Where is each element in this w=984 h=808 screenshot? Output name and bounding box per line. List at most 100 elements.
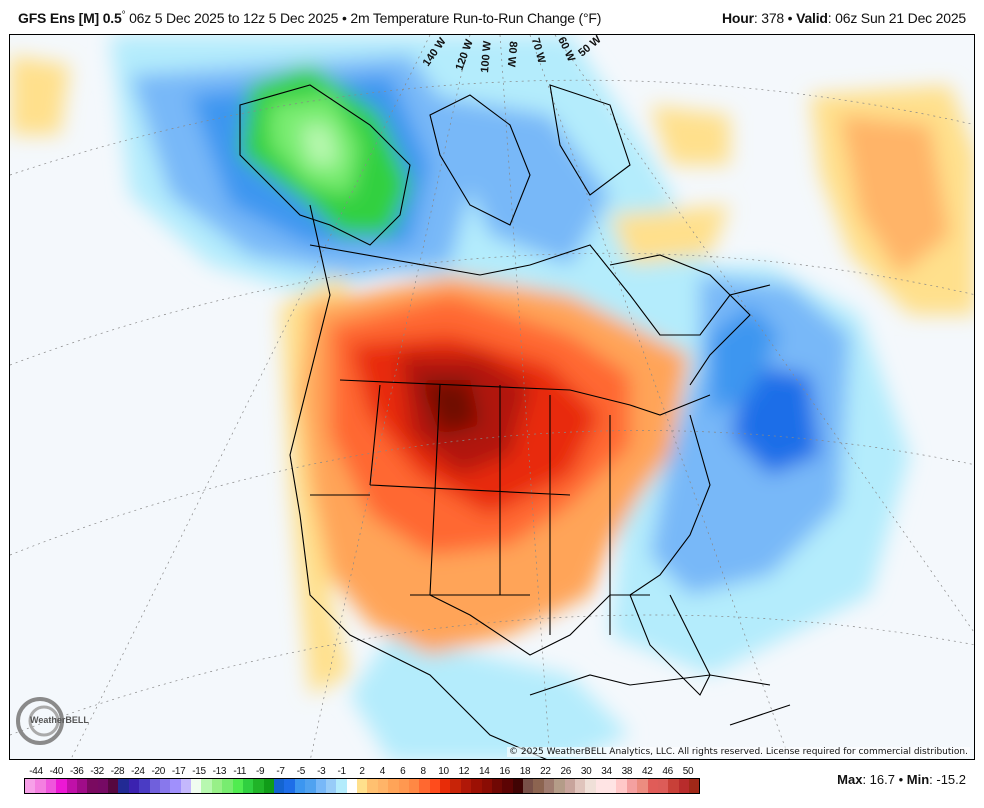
legend-swatch: [398, 779, 409, 793]
legend-swatch: [56, 779, 67, 793]
legend-label: -40: [49, 766, 64, 777]
legend-label: -5: [296, 766, 306, 777]
legend-swatch: [606, 779, 617, 793]
legend-label: 14: [478, 766, 490, 777]
legend-swatch: [305, 779, 316, 793]
color-legend: -44 -40 -36 -32 -28 -24 -20 -17 -15 -13 -11 -9 -7 -5-…: [24, 766, 700, 794]
legend-swatch: [201, 779, 212, 793]
legend-swatch: [554, 779, 565, 793]
legend-swatch: [585, 779, 596, 793]
legend-swatch: [294, 779, 306, 793]
legend-swatch: [222, 779, 233, 793]
legend-swatch: [668, 779, 679, 793]
legend-swatch: [543, 779, 555, 793]
legend-swatch: [408, 779, 420, 793]
legend-labels: -44 -40 -36 -32 -28 -24 -20 -17 -15 -13 -11 -9 -7 -5-…: [24, 766, 700, 778]
legend-label: 10: [438, 766, 449, 777]
legend-swatch: [180, 779, 191, 793]
legend-swatch: [346, 779, 357, 793]
legend-swatch: [450, 779, 461, 793]
legend-label: -11: [233, 766, 247, 777]
legend-label: 34: [601, 766, 612, 777]
legend-swatch: [626, 779, 638, 793]
legend-swatch: [689, 779, 700, 793]
legend-swatch: [128, 779, 140, 793]
lon-label-80w: 80 W: [505, 41, 519, 68]
legend-swatch: [76, 779, 88, 793]
legend-swatch: [35, 779, 46, 793]
degree-symbol: °: [121, 10, 126, 21]
legend-label: -28: [110, 766, 125, 777]
legend-label: 8: [420, 766, 426, 777]
legend-label: -24: [131, 766, 145, 777]
graticule: [10, 35, 974, 759]
valid-time: Hour: 378 • Valid: 06z Sun 21 Dec 2025: [722, 10, 966, 26]
legend-swatch: [45, 779, 57, 793]
legend-label: 6: [400, 766, 406, 777]
legend-label: -44: [29, 766, 43, 777]
legend-label: -15: [192, 766, 206, 777]
legend-swatch: [481, 779, 492, 793]
legend-swatch: [97, 779, 108, 793]
legend-swatch: [471, 779, 482, 793]
legend-swatch: [460, 779, 472, 793]
min-value: : -15.2: [929, 772, 966, 787]
boundaries: [239, 84, 791, 759]
legend-swatch: [253, 779, 264, 793]
legend-swatch: [564, 779, 575, 793]
lon-label-50w: 50 W: [576, 35, 604, 59]
legend-swatch: [211, 779, 223, 793]
legend-colorbar: [24, 778, 700, 794]
legend-label: -20: [151, 766, 166, 777]
legend-label: -7: [276, 766, 285, 777]
legend-label: 12: [458, 766, 470, 777]
legend-swatch: [657, 779, 669, 793]
max-label: Max: [837, 772, 863, 787]
color-field: [10, 35, 974, 759]
legend-swatch: [440, 779, 451, 793]
hour-value: : 378 •: [753, 10, 797, 26]
legend-swatch: [118, 779, 129, 793]
min-label: Min: [906, 772, 930, 787]
lon-label-100w: 100 W: [479, 40, 494, 73]
map-field: 140 W 120 W 100 W 80 W 70 W 60 W 50 W We…: [10, 35, 974, 759]
legend-label: 46: [662, 766, 673, 777]
legend-swatch: [512, 779, 523, 793]
legend-swatch: [533, 779, 544, 793]
max-value: : 16.7 •: [862, 772, 907, 787]
legend-swatch: [232, 779, 243, 793]
legend-label: 42: [641, 766, 653, 777]
legend-swatch: [377, 779, 389, 793]
legend-swatch: [25, 779, 36, 793]
legend-swatch: [367, 779, 378, 793]
max-min-stats: Max: 16.7 • Min: -15.2: [837, 772, 966, 787]
legend-label: -32: [90, 766, 104, 777]
legend-swatch: [574, 779, 586, 793]
legend-label: 16: [499, 766, 510, 777]
hour-label: Hour: [721, 10, 754, 26]
legend-label: -9: [255, 766, 265, 777]
run-range: 06z 5 Dec 2025 to 12z 5 Dec 2025 • 2m Te…: [125, 10, 602, 26]
legend-swatch: [336, 779, 347, 793]
legend-swatch: [502, 779, 513, 793]
legend-swatch: [595, 779, 606, 793]
legend-swatch: [429, 779, 440, 793]
legend-swatch: [315, 779, 326, 793]
legend-label: -1: [337, 766, 346, 777]
legend-swatch: [616, 779, 627, 793]
logo-text: WeatherBELL: [30, 715, 89, 725]
legend-label: -36: [69, 766, 84, 777]
legend-label: 30: [580, 766, 592, 777]
temperature-change-map: 140 W 120 W 100 W 80 W 70 W 60 W 50 W We…: [9, 34, 975, 760]
legend-label: 18: [519, 766, 531, 777]
legend-swatch: [149, 779, 160, 793]
legend-label: -13: [212, 766, 227, 777]
legend-swatch: [191, 779, 202, 793]
legend-swatch: [678, 779, 689, 793]
map-title: GFS Ens [M] 0.5° 06z 5 Dec 2025 to 12z 5…: [18, 10, 601, 26]
legend-label: 2: [359, 766, 365, 777]
legend-swatch: [139, 779, 150, 793]
legend-swatch: [357, 779, 368, 793]
legend-swatch: [419, 779, 430, 793]
copyright-notice: © 2025 WeatherBELL Analytics, LLC. All r…: [507, 747, 970, 757]
